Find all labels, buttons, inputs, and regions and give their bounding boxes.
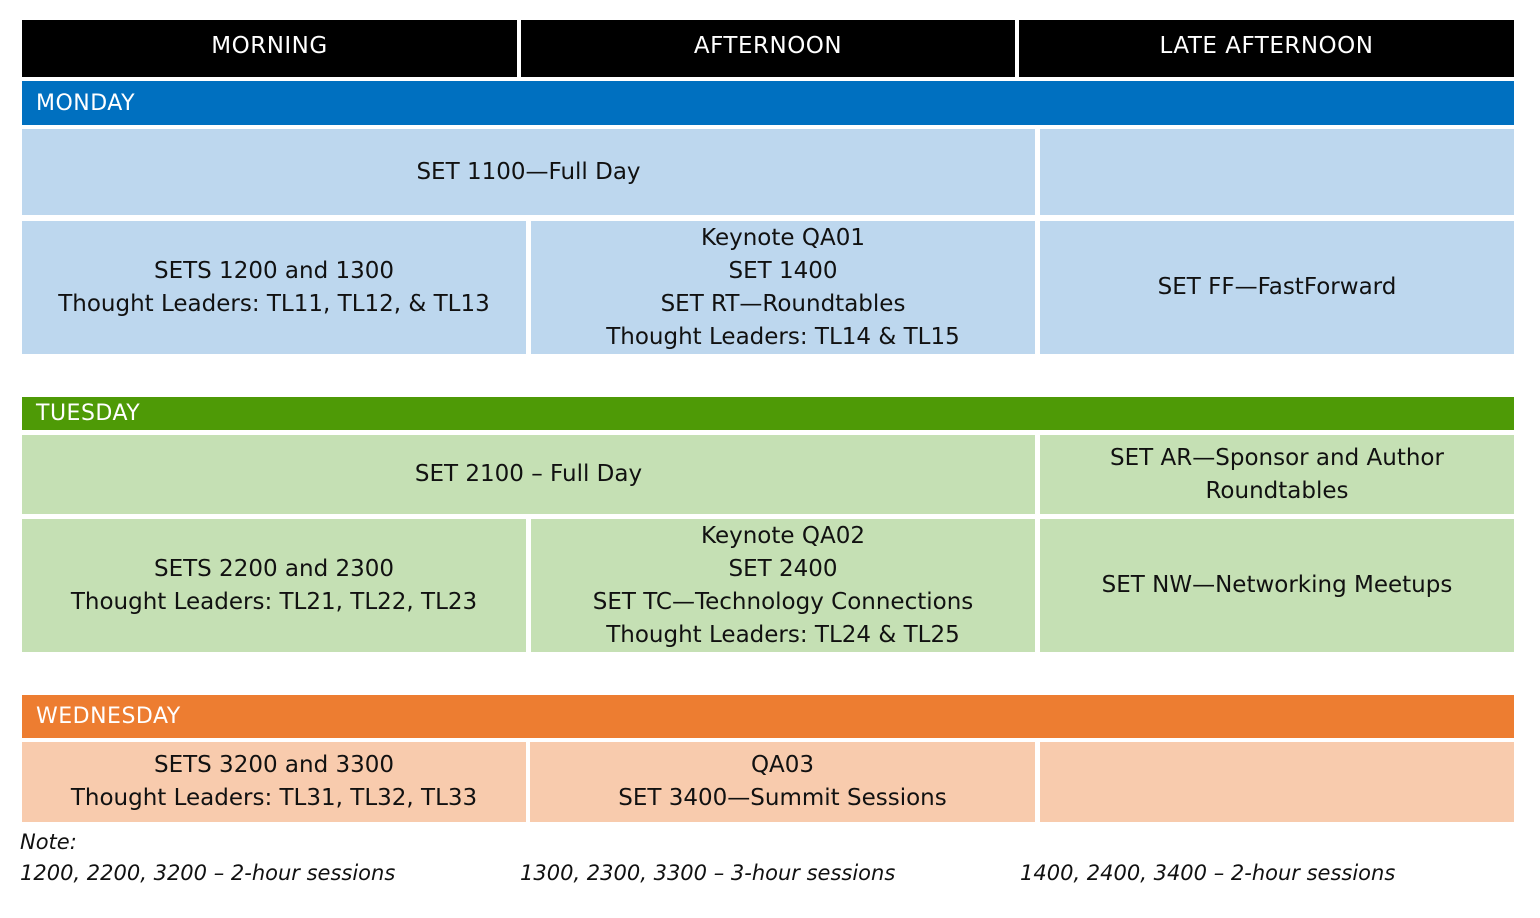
header-morning: MORNING xyxy=(22,20,517,77)
monday-full-day-cell: SET 1100—Full Day xyxy=(22,129,1035,215)
wednesday-late-empty-cell xyxy=(1040,742,1514,822)
tuesday-afternoon-cell: Keynote QA02 SET 2400 SET TC—Technology … xyxy=(531,519,1035,652)
note-item-2: 1300, 2300, 3300 – 3-hour sessions xyxy=(520,861,896,885)
wednesday-morning-line-2: Thought Leaders: TL31, TL32, TL33 xyxy=(70,785,478,811)
tuesday-late-line-1: SET NW—Networking Meetups xyxy=(1101,572,1453,598)
monday-afternoon-line-1: Keynote QA01 xyxy=(701,224,865,251)
tuesday-afternoon-line-2: SET 2400 xyxy=(728,555,838,582)
monday-late-empty-cell xyxy=(1040,129,1514,215)
tuesday-morning-line-1: SETS 2200 and 2300 xyxy=(153,555,395,582)
header-late-afternoon-label: LATE AFTERNOON xyxy=(1159,32,1374,59)
tuesday-afternoon-line-3: SET TC—Technology Connections xyxy=(592,588,974,615)
monday-afternoon-line-3: SET RT—Roundtables xyxy=(660,290,906,317)
tuesday-afternoon-line-1: Keynote QA02 xyxy=(701,522,865,549)
wednesday-label: WEDNESDAY xyxy=(36,704,181,729)
header-afternoon: AFTERNOON xyxy=(521,20,1015,77)
monday-afternoon-line-2: SET 1400 xyxy=(728,257,838,284)
tuesday-late-roundtables-cell: SET AR—Sponsor and Author Roundtables xyxy=(1040,435,1514,514)
monday-late-line-1: SET FF—FastForward xyxy=(1157,274,1397,300)
header-afternoon-label: AFTERNOON xyxy=(693,32,843,59)
monday-afternoon-line-4: Thought Leaders: TL14 & TL15 xyxy=(606,323,960,350)
note-label: Note: xyxy=(20,830,77,854)
tuesday-morning-line-2: Thought Leaders: TL21, TL22, TL23 xyxy=(70,588,478,615)
monday-morning-line-1: SETS 1200 and 1300 xyxy=(153,257,395,284)
tuesday-full-day-text: SET 2100 – Full Day xyxy=(414,461,643,487)
monday-afternoon-cell: Keynote QA01 SET 1400 SET RT—Roundtables… xyxy=(531,221,1035,354)
tuesday-late-top-line-2: Roundtables xyxy=(1205,477,1349,504)
wednesday-afternoon-line-1: QA03 xyxy=(750,752,815,778)
tuesday-bar: TUESDAY xyxy=(22,397,1514,430)
wednesday-bar: WEDNESDAY xyxy=(22,695,1514,738)
wednesday-afternoon-line-2: SET 3400—Summit Sessions xyxy=(618,785,947,811)
monday-morning-line-2: Thought Leaders: TL11, TL12, & TL13 xyxy=(58,290,490,317)
monday-late-cell: SET FF—FastForward xyxy=(1040,221,1514,354)
monday-bar: MONDAY xyxy=(22,81,1514,125)
header-morning-label: MORNING xyxy=(211,32,328,59)
note-item-3: 1400, 2400, 3400 – 2-hour sessions xyxy=(1020,861,1396,885)
tuesday-full-day-cell: SET 2100 – Full Day xyxy=(22,435,1035,514)
wednesday-morning-line-1: SETS 3200 and 3300 xyxy=(153,752,395,778)
tuesday-late-top-line-1: SET AR—Sponsor and Author xyxy=(1110,444,1444,471)
tuesday-morning-cell: SETS 2200 and 2300 Thought Leaders: TL21… xyxy=(22,519,526,652)
monday-label: MONDAY xyxy=(36,90,136,116)
tuesday-late-cell: SET NW—Networking Meetups xyxy=(1040,519,1514,652)
monday-full-day-text: SET 1100—Full Day xyxy=(416,158,641,185)
note-item-1: 1200, 2200, 3200 – 2-hour sessions xyxy=(20,861,396,885)
tuesday-label: TUESDAY xyxy=(36,401,141,426)
wednesday-morning-cell: SETS 3200 and 3300 Thought Leaders: TL31… xyxy=(22,742,526,822)
tuesday-afternoon-line-4: Thought Leaders: TL24 & TL25 xyxy=(606,621,960,648)
monday-morning-cell: SETS 1200 and 1300 Thought Leaders: TL11… xyxy=(22,221,526,354)
wednesday-afternoon-cell: QA03 SET 3400—Summit Sessions xyxy=(530,742,1035,822)
header-late-afternoon: LATE AFTERNOON xyxy=(1019,20,1514,77)
